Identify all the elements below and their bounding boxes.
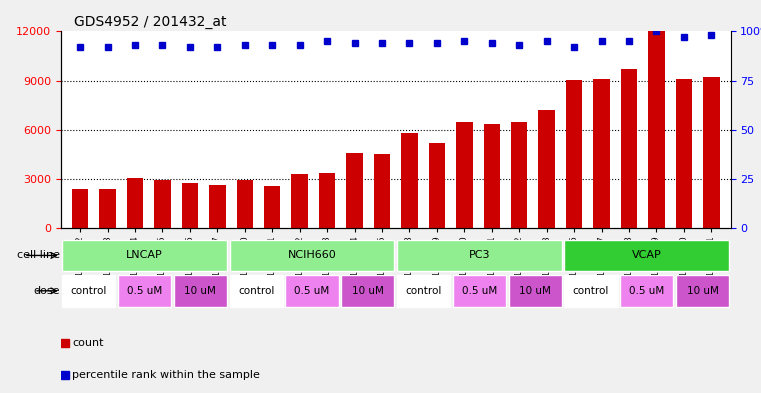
Bar	[401, 133, 418, 228]
Bar	[374, 154, 390, 228]
Text: 0.5 uM: 0.5 uM	[462, 286, 497, 296]
Bar	[428, 143, 445, 228]
FancyBboxPatch shape	[118, 275, 171, 307]
Text: 10 uM: 10 uM	[352, 286, 384, 296]
Text: control: control	[238, 286, 275, 296]
Text: count: count	[72, 338, 103, 348]
Text: VCAP: VCAP	[632, 250, 662, 261]
Bar	[209, 185, 225, 228]
Bar	[483, 124, 500, 228]
FancyBboxPatch shape	[62, 239, 227, 271]
Bar	[154, 180, 170, 228]
Text: NCIH660: NCIH660	[288, 250, 336, 261]
Text: PC3: PC3	[469, 250, 490, 261]
Bar	[539, 110, 555, 228]
FancyBboxPatch shape	[565, 275, 618, 307]
FancyBboxPatch shape	[508, 275, 562, 307]
FancyBboxPatch shape	[397, 239, 562, 271]
FancyBboxPatch shape	[341, 275, 394, 307]
Bar	[237, 180, 253, 228]
Text: control: control	[406, 286, 442, 296]
FancyBboxPatch shape	[174, 275, 227, 307]
FancyBboxPatch shape	[230, 275, 283, 307]
Bar	[346, 152, 363, 228]
Text: 10 uM: 10 uM	[184, 286, 216, 296]
FancyBboxPatch shape	[397, 275, 451, 307]
Bar	[319, 173, 336, 228]
Text: control: control	[71, 286, 107, 296]
Text: 10 uM: 10 uM	[686, 286, 718, 296]
FancyBboxPatch shape	[620, 275, 673, 307]
Text: control: control	[573, 286, 610, 296]
Bar	[99, 189, 116, 228]
FancyBboxPatch shape	[676, 275, 729, 307]
Bar	[566, 80, 582, 228]
Bar	[182, 183, 198, 228]
Text: 10 uM: 10 uM	[519, 286, 551, 296]
Text: 0.5 uM: 0.5 uM	[295, 286, 330, 296]
Text: cell line: cell line	[18, 250, 60, 261]
Bar	[72, 189, 88, 228]
Bar	[703, 77, 720, 228]
Text: 0.5 uM: 0.5 uM	[127, 286, 162, 296]
FancyBboxPatch shape	[285, 275, 339, 307]
Text: LNCAP: LNCAP	[126, 250, 163, 261]
FancyBboxPatch shape	[453, 275, 506, 307]
Bar	[456, 121, 473, 228]
Bar	[676, 79, 693, 228]
Bar	[127, 178, 143, 228]
Bar	[291, 174, 308, 228]
Bar	[621, 69, 637, 228]
Text: dose: dose	[33, 286, 60, 296]
Bar	[594, 79, 610, 228]
Text: 0.5 uM: 0.5 uM	[629, 286, 664, 296]
Bar	[511, 122, 527, 228]
FancyBboxPatch shape	[62, 275, 116, 307]
Text: percentile rank within the sample: percentile rank within the sample	[72, 370, 260, 380]
FancyBboxPatch shape	[230, 239, 394, 271]
Bar	[264, 186, 281, 228]
FancyBboxPatch shape	[565, 239, 729, 271]
Text: GDS4952 / 201432_at: GDS4952 / 201432_at	[75, 15, 227, 29]
Bar	[648, 31, 664, 228]
